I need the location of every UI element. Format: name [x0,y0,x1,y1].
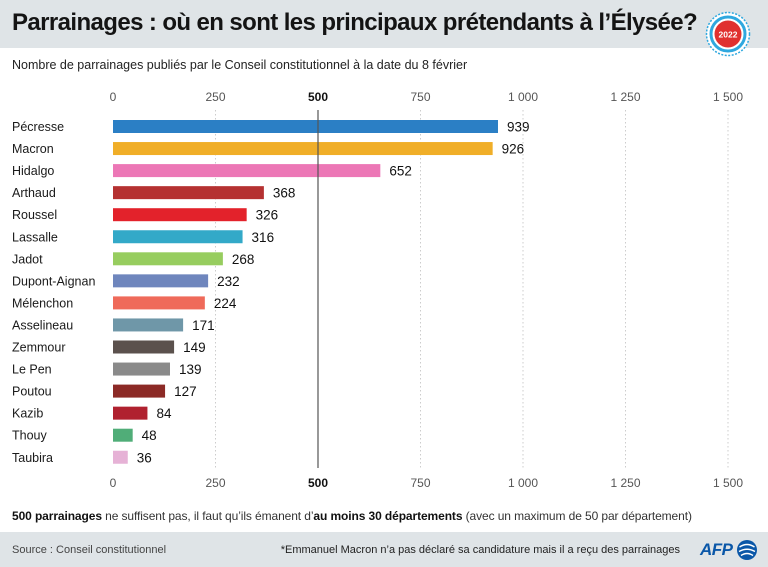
value-label: 326 [256,208,279,223]
footer-band: Source : Conseil constitutionnel *Emmanu… [0,532,768,567]
category-label: Pécresse [12,120,64,134]
bar [113,252,223,266]
category-label: Poutou [12,385,52,399]
value-label: 368 [273,186,296,201]
category-label: Thouy [12,429,47,443]
category-label: Kazib [12,407,43,421]
footnote: *Emmanuel Macron n’a pas déclaré sa cand… [280,544,680,556]
note-emphasis-1: 500 parrainages [12,509,102,523]
category-label: Zemmour [12,341,65,355]
bar [113,296,205,310]
bar [113,318,184,332]
category-label: Arthaud [12,186,56,200]
category-label: Jadot [12,252,43,266]
value-label: 316 [252,230,275,245]
bar [113,186,264,200]
bar [113,384,166,398]
bar [113,274,209,288]
x-tick-label-top: 750 [410,90,430,104]
source-credit: Source : Conseil constitutionnel [12,544,167,556]
logo-year: 2022 [719,30,738,40]
value-label: 139 [179,362,202,377]
category-label: Macron [12,142,54,156]
x-tick-label-bottom: 1 500 [713,476,743,490]
value-label: 652 [389,164,412,179]
bar-chart: 0 250 500 750 1 000 1 250 1 500 0 250 500 750 1 000… [12,90,743,490]
value-label: 939 [507,120,530,135]
value-label: 268 [232,252,255,267]
bar [113,428,133,442]
afp-globe-icon [736,540,757,560]
x-tick-label-bottom: 1 000 [508,476,538,490]
category-label: Asselineau [12,318,73,332]
value-label: 127 [174,384,197,399]
x-tick-label-top: 1 250 [610,90,640,104]
category-label: Hidalgo [12,164,54,178]
bar [113,406,148,420]
bar [113,450,128,464]
value-label: 171 [192,318,215,333]
value-label: 36 [137,450,152,465]
bar [113,208,247,222]
note-text-2: (avec un maximum de 50 par département) [462,509,692,523]
chart-subtitle: Nombre de parrainages publiés par le Con… [12,58,468,72]
value-label: 926 [502,142,525,157]
afp-logo-text: AFP [700,540,733,559]
election-2022-logo-icon: 2022 [705,11,751,57]
value-label: 149 [183,340,206,355]
x-tick-label-top: 250 [205,90,225,104]
x-tick-label-top: 0 [110,90,117,104]
bar [113,362,170,376]
header-band: Parrainages : où en sont les principaux … [0,0,768,57]
x-tick-label-bottom: 500 [308,476,328,490]
category-label: Roussel [12,208,57,222]
category-label: Le Pen [12,363,52,377]
x-tick-label-bottom: 250 [205,476,225,490]
bar [113,164,381,178]
election-2022-logo: 2022 [705,11,751,62]
x-tick-label-bottom: 0 [110,476,117,490]
value-label: 232 [217,274,240,289]
bar [113,340,175,354]
category-label: Dupont-Aignan [12,274,95,288]
value-label: 84 [156,406,172,421]
bar [113,230,243,244]
value-label: 48 [142,428,157,443]
x-tick-label-top: 1 500 [713,90,743,104]
category-label: Mélenchon [12,296,73,310]
x-tick-label-bottom: 750 [410,476,430,490]
x-tick-label-top: 500 [308,90,328,104]
category-label: Taubira [12,451,53,465]
x-tick-label-bottom: 1 250 [610,476,640,490]
note-emphasis-2: au moins 30 départements [313,509,463,523]
bar [113,142,493,156]
afp-logo: AFP [700,539,758,561]
page-title: Parrainages : où en sont les principaux … [12,9,698,36]
x-tick-label-top: 1 000 [508,90,538,104]
threshold-note: 500 parrainages ne suffisent pas, il fau… [12,509,692,523]
note-text-1: ne suffisent pas, il faut qu’ils émanent… [101,509,314,523]
bar [113,120,498,133]
value-label: 224 [214,296,237,311]
category-label: Lassalle [12,230,58,244]
